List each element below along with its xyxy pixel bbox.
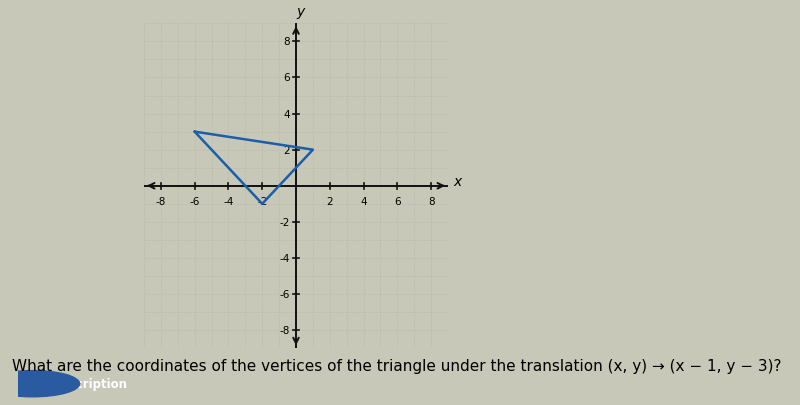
Text: 4: 4	[360, 196, 367, 206]
Text: x: x	[453, 175, 462, 189]
Text: -6: -6	[190, 196, 200, 206]
Text: Description: Description	[51, 377, 127, 390]
Text: -8: -8	[156, 196, 166, 206]
Text: What are the coordinates of the vertices of the triangle under the translation (: What are the coordinates of the vertices…	[12, 358, 782, 373]
Text: -4: -4	[223, 196, 234, 206]
Text: 8: 8	[283, 37, 290, 47]
Text: -8: -8	[280, 325, 290, 335]
Circle shape	[0, 371, 79, 397]
Text: 8: 8	[428, 196, 434, 206]
Text: 6: 6	[283, 73, 290, 83]
Text: 4: 4	[283, 109, 290, 119]
Text: 6: 6	[394, 196, 401, 206]
Text: -4: -4	[280, 253, 290, 263]
Text: -2: -2	[257, 196, 267, 206]
Text: -6: -6	[280, 289, 290, 299]
Text: -2: -2	[280, 217, 290, 227]
Text: O: O	[28, 379, 37, 389]
Text: 2: 2	[326, 196, 333, 206]
Text: 2: 2	[283, 145, 290, 155]
Text: y: y	[296, 5, 304, 19]
